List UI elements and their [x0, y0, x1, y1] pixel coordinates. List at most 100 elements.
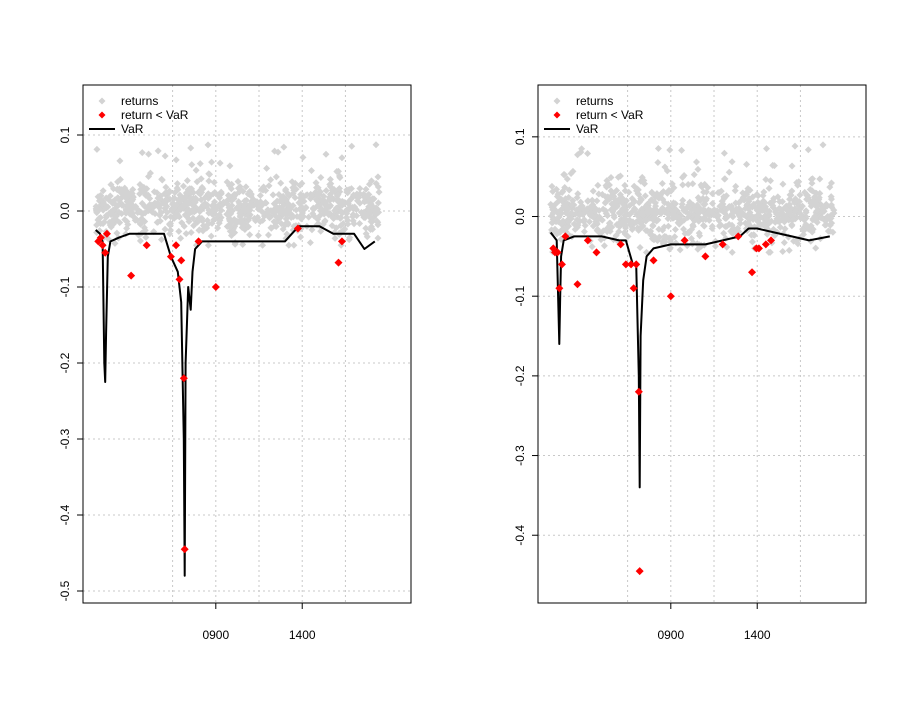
returns-point	[169, 199, 177, 207]
returns-point	[306, 239, 314, 247]
returns-point	[589, 201, 597, 209]
returns-point	[603, 228, 611, 236]
returns-point	[629, 218, 637, 226]
exceedance-point	[180, 545, 189, 554]
exceedance-point	[748, 268, 757, 277]
returns-point	[200, 201, 208, 209]
returns-point	[643, 203, 651, 211]
returns-point	[231, 240, 239, 248]
returns-point	[162, 213, 170, 221]
returns-point	[759, 197, 767, 205]
returns-point	[154, 194, 162, 202]
returns-point	[241, 200, 249, 208]
exceedance-point	[194, 237, 203, 246]
returns-point	[122, 194, 130, 202]
returns-point	[226, 192, 234, 200]
returns-point	[785, 201, 793, 209]
returns-point	[278, 209, 286, 217]
returns-point	[827, 179, 835, 187]
returns-point	[216, 216, 224, 224]
returns-point	[326, 183, 334, 191]
exceedance-point	[337, 237, 346, 246]
returns-point	[267, 224, 275, 232]
returns-point	[654, 145, 662, 153]
returns-point	[374, 234, 382, 242]
returns-point	[820, 207, 828, 215]
returns-point	[700, 200, 708, 208]
returns-point	[344, 199, 352, 207]
returns-point	[651, 205, 659, 213]
returns-point	[791, 198, 799, 206]
returns-point	[679, 181, 687, 189]
y-tick-label: 0.0	[513, 208, 527, 225]
returns-point	[593, 197, 601, 205]
returns-point	[654, 159, 662, 167]
returns-point	[194, 217, 202, 225]
returns-point	[250, 196, 258, 204]
returns-point	[736, 220, 744, 228]
returns-point	[310, 205, 318, 213]
returns-point	[239, 187, 247, 195]
exceedance-point	[293, 224, 302, 233]
returns-point	[328, 222, 336, 230]
returns-point	[650, 214, 658, 222]
returns-point	[778, 198, 786, 206]
exceedance-point	[734, 232, 743, 241]
returns-point	[628, 226, 636, 234]
returns-point	[244, 223, 252, 231]
returns-point	[173, 210, 181, 218]
returns-point	[208, 158, 216, 166]
returns-point	[265, 182, 273, 190]
chart-panel-1: 0.1 0.0 -0.1 -0.2 -0.3 -0.4 -0.5 0900 1400 return…	[58, 84, 412, 642]
returns-point	[374, 183, 382, 191]
returns-point	[365, 190, 373, 198]
exceedance-point	[754, 244, 763, 253]
returns-point	[246, 188, 254, 196]
returns-point	[562, 225, 570, 233]
returns-point	[299, 153, 307, 161]
returns-point	[803, 222, 811, 230]
returns-point	[106, 221, 114, 229]
returns-point	[150, 188, 158, 196]
returns-point	[102, 213, 110, 221]
returns-point	[367, 177, 375, 185]
returns-point	[141, 202, 149, 210]
returns-point	[333, 192, 341, 200]
returns-point	[353, 190, 361, 198]
returns-point	[788, 222, 796, 230]
returns-point	[141, 226, 149, 234]
returns-point	[116, 157, 124, 165]
returns-point	[670, 184, 678, 192]
returns-point	[183, 207, 191, 215]
returns-point	[636, 198, 644, 206]
returns-point	[765, 184, 773, 192]
y-tick-label: -0.2	[513, 365, 527, 386]
returns-point	[779, 247, 787, 255]
returns-point	[143, 185, 151, 193]
returns-point	[93, 209, 101, 217]
returns-point	[745, 215, 753, 223]
returns-point	[236, 210, 244, 218]
exceedance-point	[666, 292, 675, 301]
returns-point	[555, 213, 563, 221]
returns-point	[107, 181, 115, 189]
returns-point	[695, 217, 703, 225]
returns-point	[720, 194, 728, 202]
returns-point	[280, 143, 288, 151]
returns-point	[676, 246, 684, 254]
returns-point	[297, 233, 305, 241]
returns-point	[228, 180, 236, 188]
returns-point	[109, 206, 117, 214]
returns-point	[331, 207, 339, 215]
returns-point	[600, 242, 608, 250]
returns-point	[161, 189, 169, 197]
returns-point	[659, 226, 667, 234]
returns-point	[154, 218, 162, 226]
returns-point	[585, 218, 593, 226]
returns-point	[177, 234, 185, 242]
returns-point	[182, 194, 190, 202]
returns-point	[284, 220, 292, 228]
returns-point	[672, 239, 680, 247]
